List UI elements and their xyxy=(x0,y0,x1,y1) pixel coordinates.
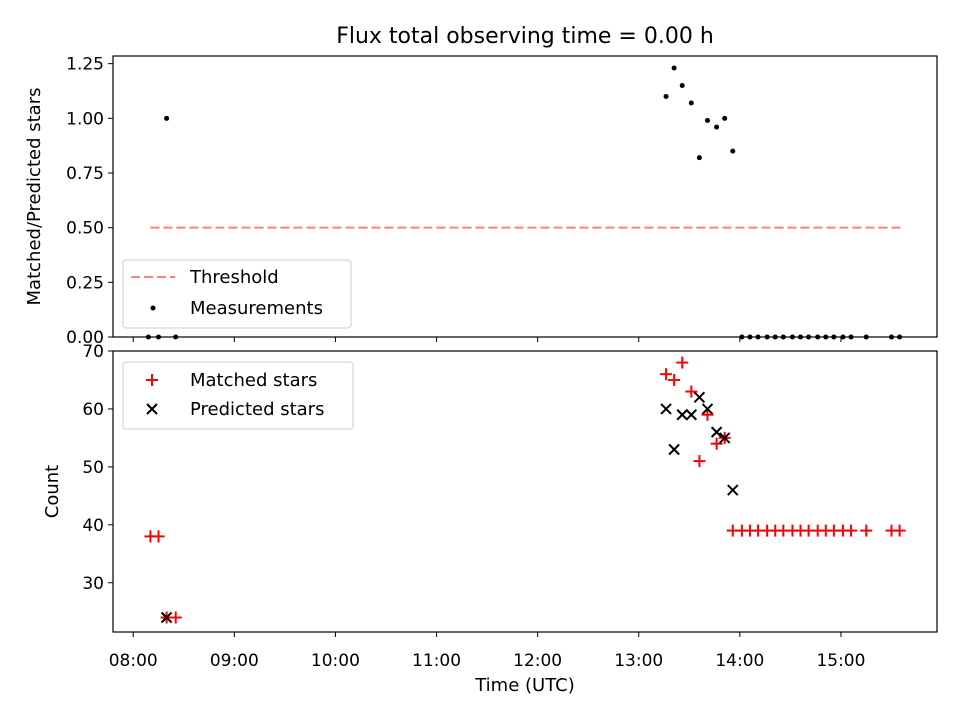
bottom-x-tick-label: 13:00 xyxy=(614,651,663,671)
top-y-tick-label: 0.25 xyxy=(66,273,104,293)
predicted-star-point xyxy=(693,391,706,404)
measurement-point xyxy=(722,115,728,121)
matched-star-point xyxy=(693,455,706,468)
top-y-axis-label: Matched/Predicted stars xyxy=(24,88,45,306)
legend-measurements-label: Measurements xyxy=(190,298,323,319)
predicted-star-point xyxy=(160,611,173,624)
measurement-point xyxy=(696,155,702,161)
predicted-star-point xyxy=(685,409,698,421)
predicted-star-point xyxy=(727,484,739,496)
matched-star-point xyxy=(845,524,858,537)
top-y-tick-label: 1.00 xyxy=(66,109,104,129)
measurement-point xyxy=(704,118,710,124)
legend-predicted-label: Predicted stars xyxy=(190,399,324,420)
measurement-point xyxy=(164,115,170,121)
top-y-tick-label: 0.50 xyxy=(66,219,104,239)
bottom-x-tick-label: 11:00 xyxy=(412,651,461,671)
predicted-star-point xyxy=(710,426,723,438)
top-chart-title: Flux total observing time = 0.00 h xyxy=(336,24,714,49)
bottom-x-tick-label: 10:00 xyxy=(311,651,360,671)
measurement-point xyxy=(730,148,736,154)
measurement-point xyxy=(714,124,720,130)
bottom-y-tick-label: 50 xyxy=(82,458,104,478)
top-y-tick-label: 1.25 xyxy=(66,55,104,75)
measurement-point xyxy=(671,65,677,71)
legend-threshold-label: Threshold xyxy=(189,267,279,288)
bottom-x-tick-label: 08:00 xyxy=(109,651,158,671)
matched-star-point xyxy=(676,356,689,369)
top-y-tick-label: 0.75 xyxy=(66,164,104,184)
bottom-x-axis-label: Time (UTC) xyxy=(474,675,575,696)
bottom-y-tick-label: 60 xyxy=(82,400,104,420)
top-axes-frame xyxy=(112,55,938,338)
bottom-y-tick-label: 40 xyxy=(82,516,104,536)
measurement-point xyxy=(679,83,685,89)
top-chart: 0.00 0.25 0.50 0.75 1.00 1.25 Matched/Predict… xyxy=(24,55,938,348)
bottom-legend-box xyxy=(122,361,354,430)
bottom-y-axis-label: Count xyxy=(42,465,63,518)
predicted-star-point xyxy=(676,409,688,421)
bottom-chart: 30 40 50 60 70 08:00 09:00 10:00 11:00 12:00 13:00… xyxy=(42,342,938,696)
bottom-x-tick-label: 12:00 xyxy=(513,651,562,671)
measurement-point xyxy=(688,100,694,106)
matched-star-point xyxy=(710,437,723,450)
bottom-y-tick-label: 70 xyxy=(82,342,104,362)
bottom-legend: Matched stars Predicted stars xyxy=(122,361,354,430)
matched-star-point xyxy=(701,408,714,421)
top-y-tick-label: 0.00 xyxy=(66,328,104,348)
measurement-point xyxy=(663,93,669,99)
predicted-star-point xyxy=(701,403,714,415)
top-legend-box xyxy=(122,259,352,329)
legend-matched-label: Matched stars xyxy=(190,370,317,391)
matched-star-point xyxy=(893,524,906,537)
legend-predicted-swatch xyxy=(146,403,158,415)
legend-matched-swatch xyxy=(146,374,158,386)
bottom-y-tick-label: 30 xyxy=(82,574,104,594)
matched-star-point xyxy=(169,611,182,624)
predicted-star-point xyxy=(668,443,680,456)
matched-star-point xyxy=(860,524,873,537)
top-legend: Threshold Measurements xyxy=(122,259,352,329)
matched-star-point xyxy=(660,368,673,381)
bottom-x-tick-label: 09:00 xyxy=(210,651,259,671)
matched-star-point xyxy=(685,385,698,398)
legend-measurements-swatch xyxy=(150,305,156,311)
predicted-star-point xyxy=(718,432,731,444)
predicted-star-point xyxy=(660,403,672,415)
bottom-x-tick-label: 15:00 xyxy=(816,651,865,671)
bottom-x-tick-label: 14:00 xyxy=(715,651,764,671)
matched-star-point xyxy=(152,530,165,543)
matched-star-point xyxy=(668,373,681,386)
bottom-axes-frame xyxy=(112,350,938,633)
